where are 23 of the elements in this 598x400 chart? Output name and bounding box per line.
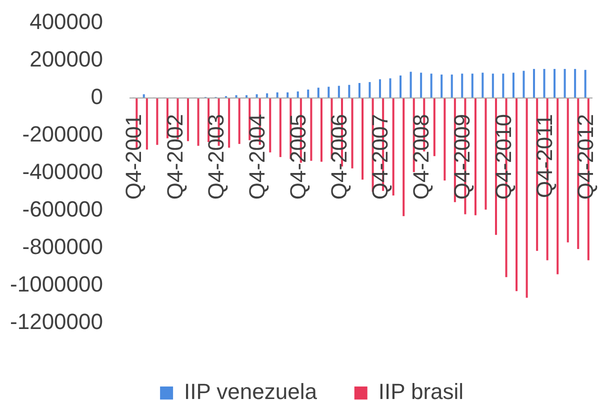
y-tick-label: 0 — [90, 84, 103, 110]
y-tick-label: -200000 — [22, 122, 103, 147]
y-tick-label: -1000000 — [10, 272, 103, 297]
y-tick-label: -400000 — [22, 159, 103, 184]
x-tick-label: Q4-2011 — [532, 114, 557, 198]
legend-label: IIP venezuela — [184, 379, 318, 400]
x-tick-label: Q4-2004 — [244, 114, 270, 200]
x-tick-label: Q4-2009 — [450, 114, 475, 200]
x-tick-label: Q4-2006 — [326, 114, 352, 200]
x-tick-label: Q4-2010 — [490, 114, 516, 200]
x-tick-label: Q4-2012 — [572, 114, 598, 200]
x-tick-label: Q4-2003 — [203, 114, 228, 200]
legend-label: IIP brasil — [378, 379, 464, 400]
x-tick-label: Q4-2002 — [162, 114, 188, 200]
x-tick-label: Q4-2001 — [121, 114, 146, 200]
x-tick-label: Q4-2005 — [285, 114, 310, 200]
y-tick-label: -600000 — [22, 196, 103, 222]
y-tick-label: -800000 — [22, 234, 103, 260]
y-tick-label: 200000 — [30, 46, 103, 72]
x-tick-label: Q4-2008 — [408, 114, 434, 200]
y-tick-label: 400000 — [30, 9, 103, 34]
x-tick-label: Q4-2007 — [368, 114, 393, 200]
y-tick-label: -1200000 — [10, 309, 103, 334]
